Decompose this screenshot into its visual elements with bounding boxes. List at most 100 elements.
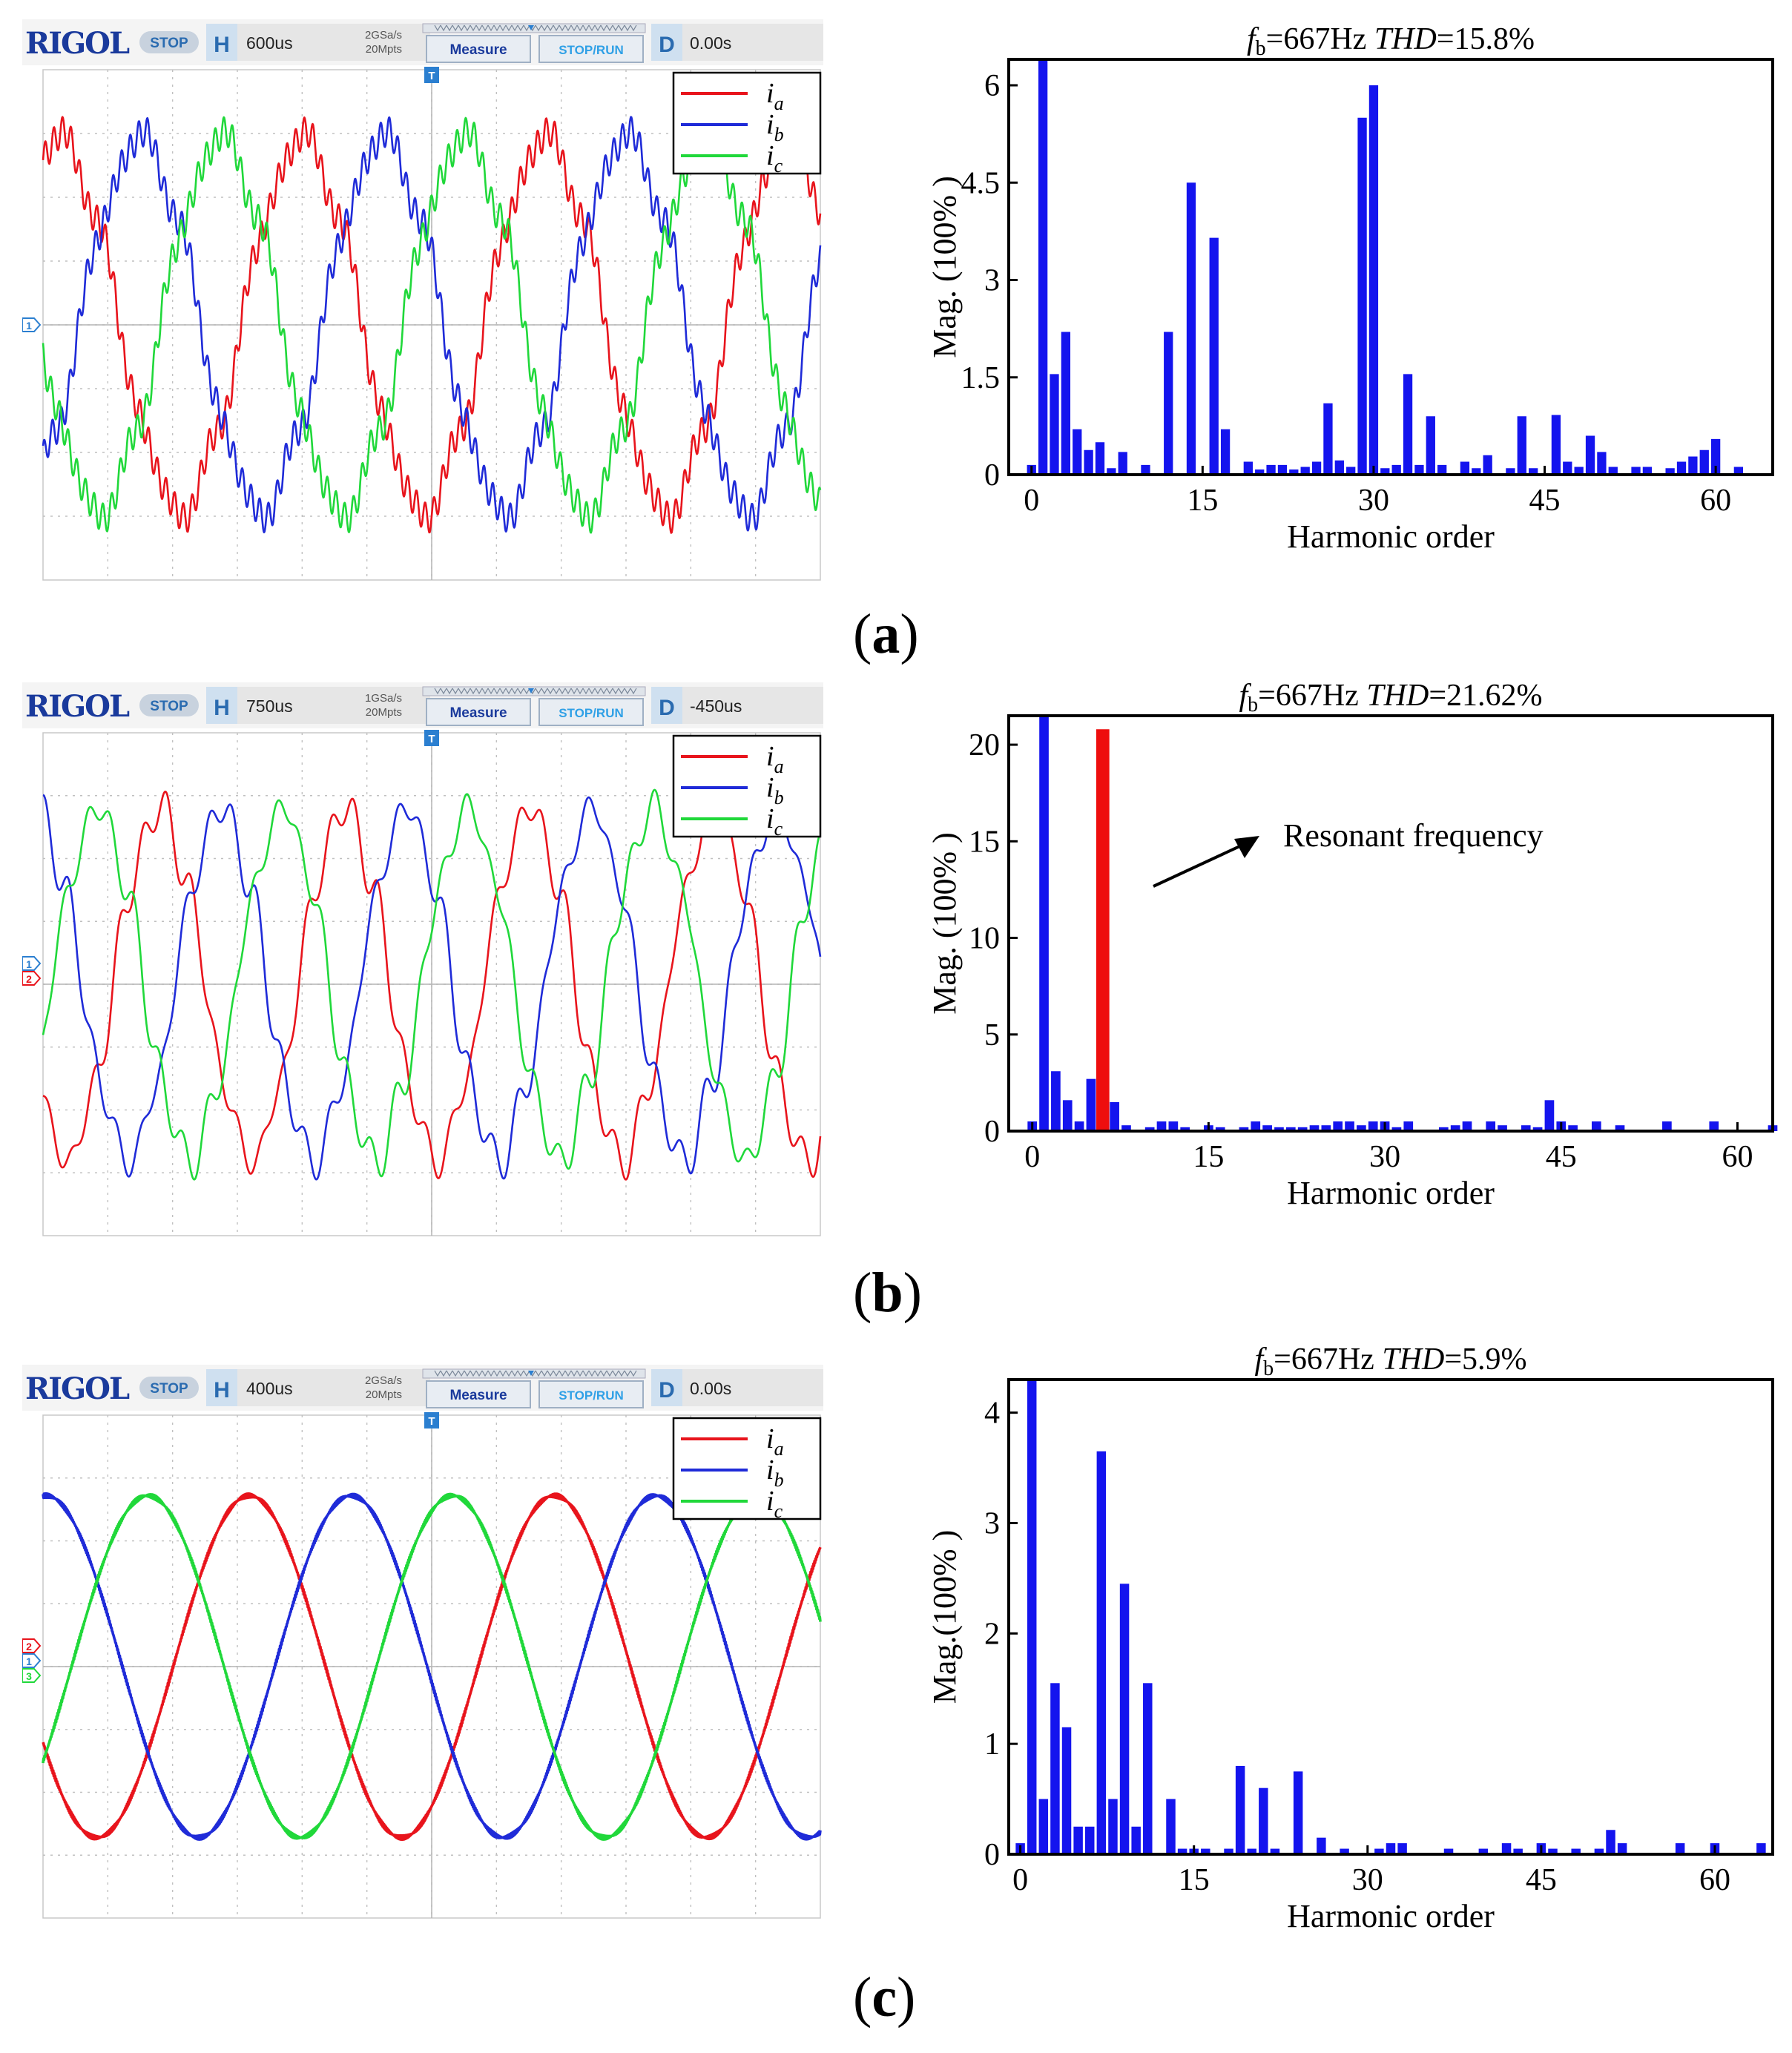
stoprun-button: STOP/RUN (559, 706, 624, 720)
legend-subscript: b (774, 787, 784, 808)
stoprun-button-bg (538, 1380, 644, 1408)
bar-h2 (1050, 374, 1059, 475)
bar-h14 (1177, 1848, 1187, 1854)
h-key: H (214, 1378, 230, 1403)
legend-label-b: ib (766, 772, 784, 808)
resonant-bar (1096, 729, 1110, 1131)
delay-bg (682, 1369, 823, 1406)
bar-h28 (1340, 1848, 1349, 1854)
bar-h59 (1699, 449, 1709, 475)
sample-rate: 2GSa/s (365, 29, 402, 42)
trigger-position-icon (528, 25, 534, 30)
bar-h28 (1357, 1125, 1366, 1131)
bar-h36 (1437, 464, 1447, 475)
bar-h10 (1141, 464, 1150, 475)
bar-h29 (1357, 117, 1367, 475)
x-tick-label: 0 (1024, 1140, 1040, 1174)
title-part: =15.8% (1437, 22, 1535, 56)
bar-h30 (1368, 85, 1379, 475)
stop-badge-bg (139, 1377, 199, 1399)
harmonic-spectrum-chart: fb=667Hz THD=5.9% 0 15 30 45 60 0 1 2 3 4 Harmonic … (905, 1335, 1780, 1965)
bar-h20 (1262, 1125, 1272, 1131)
bar-h1 (1039, 716, 1049, 1131)
bar-h5 (1086, 1078, 1096, 1131)
x-tick-label: 60 (1699, 1863, 1730, 1897)
x-axis-label: Harmonic order (1287, 518, 1495, 555)
waveform-a (42, 791, 822, 1181)
bar-h38 (1460, 461, 1470, 475)
rigol-logo: RIGOL (25, 26, 130, 61)
measure-button: Measure (449, 42, 507, 58)
y-tick-label: 4.5 (961, 166, 1001, 200)
legend-label-b: ib (766, 109, 784, 145)
bar-h25 (1311, 461, 1322, 475)
bar-h44 (1544, 1100, 1555, 1131)
d-key-bg (651, 1369, 682, 1406)
panel-label: (a) (853, 603, 919, 665)
x-axis-label: Harmonic order (1287, 1175, 1495, 1211)
x-axis-label: Harmonic order (1287, 1898, 1495, 1934)
legend-name: i (766, 140, 774, 171)
d-key-bg (651, 687, 682, 724)
title-part: b (1248, 693, 1258, 716)
y-tick-label: 1.5 (961, 361, 1001, 395)
d-key: D (659, 696, 675, 720)
bar-h42 (1521, 1125, 1531, 1131)
bar-h6 (1085, 1826, 1095, 1854)
trigger-position-icon (528, 1371, 534, 1376)
x-tick-label: 45 (1526, 1863, 1557, 1897)
bar-h6 (1095, 442, 1105, 475)
timebase-bg (237, 1369, 430, 1406)
bar-h22 (1270, 1848, 1280, 1854)
trigger-marker-label: T (428, 733, 435, 745)
y-tick-label: 15 (969, 825, 1000, 859)
bar-h10 (1131, 1826, 1141, 1854)
y-tick-label: 3 (984, 264, 1000, 298)
legend-subscript: a (774, 1438, 784, 1460)
bar-h62 (1733, 467, 1744, 475)
y-axis-label: Mag. (100% ) (926, 176, 963, 358)
x-tick-label: 0 (1024, 484, 1039, 518)
oscilloscope-screen: RIGOL STOP H 750us 1GSa/s 20Mpts Measure STOP/R… (22, 682, 823, 1239)
legend-label-b: ib (766, 1454, 784, 1491)
sample-rate: 2GSa/s (365, 1374, 402, 1387)
bar-h57 (1676, 461, 1687, 475)
bar-h60 (1710, 438, 1721, 475)
legend-label-c: ic (766, 1486, 783, 1522)
bar-h21 (1259, 1787, 1268, 1854)
h-key: H (214, 33, 230, 57)
title-part: b (1256, 37, 1266, 60)
bar-h37 (1462, 1121, 1472, 1131)
bar-h22 (1277, 464, 1288, 475)
waveform-c (42, 1492, 822, 1841)
delay-value: 0.00s (690, 33, 731, 53)
bar-h37 (1443, 1848, 1454, 1854)
bar-h1 (1038, 59, 1048, 475)
bar-h24 (1309, 1125, 1320, 1131)
bar-h12 (1164, 332, 1173, 475)
stoprun-button: STOP/RUN (559, 43, 624, 57)
bar-h33 (1403, 374, 1413, 475)
channel-marker-label: 3 (26, 1670, 32, 1682)
stop-badge: STOP (150, 699, 188, 714)
plot-frame (1007, 1378, 1774, 1856)
bar-h35 (1438, 1127, 1449, 1131)
bar-h31 (1380, 468, 1390, 475)
y-tick-label: 6 (984, 69, 1000, 103)
title-part: =21.62% (1429, 679, 1542, 713)
memory-depth: 20Mpts (366, 43, 402, 56)
x-tick-label: 45 (1546, 1140, 1577, 1174)
x-tick-label: 30 (1369, 1140, 1400, 1174)
legend-name: i (766, 109, 774, 140)
bar-h8 (1118, 452, 1127, 475)
bar-h40 (1498, 1125, 1507, 1131)
d-key-bg (651, 24, 682, 61)
stop-badge: STOP (150, 36, 188, 51)
trigger-position-icon (528, 688, 534, 693)
legend-subscript: a (774, 93, 784, 114)
harmonic-spectrum-chart: fb=667Hz THD=15.8% 0 15 30 45 60 0 1.5 3 4.5 6 Harm… (905, 15, 1780, 586)
bar-h26 (1323, 403, 1333, 475)
bar-h7 (1110, 1101, 1119, 1131)
x-tick-label: 30 (1352, 1863, 1383, 1897)
